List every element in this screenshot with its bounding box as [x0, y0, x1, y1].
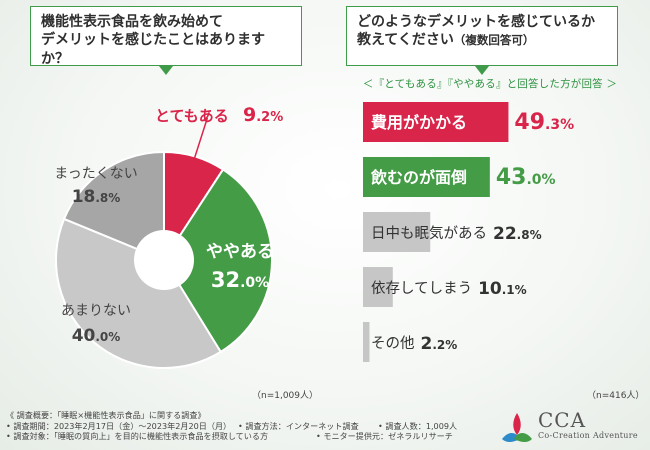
footer-count: • 調査人数：1,009人 [378, 420, 458, 431]
pie-label-2: あまりない [61, 303, 131, 319]
bar-chart: 費用がかかる 49.3% 飲むのが面倒 43.0% 日中も眠気がある 22.8% 依存してし… [363, 102, 574, 362]
bar-1 [363, 157, 490, 197]
pie-question-line2: デメリットを感じたことはありますか？ [41, 32, 265, 67]
footer-title: 《 調査概要：「睡眠×機能性表示食品」に関する調査》 [6, 410, 206, 420]
footer-target: • 調査対象：「睡眠の質向上」を目的に機能性表示食品を摂取している方 [6, 431, 269, 442]
pie-value-2: 40.0% [72, 326, 121, 346]
bar-value-2: 22.8% [493, 224, 542, 244]
cca-logo-name: CCA [538, 408, 587, 432]
pie-label-3: まったくない [54, 166, 137, 182]
footer-period: • 調査期間：2023年2月17日（金）～2023年2月20日（月） [6, 420, 232, 431]
cca-logo-tagline: Co-Creation Adventure [538, 431, 638, 440]
pie-slice-1 [162, 168, 273, 354]
bar-question-line2: 教えてください [357, 32, 454, 49]
cca-logo-mark-icon [502, 413, 532, 442]
bar-question-sub: （複数回答可） [453, 33, 535, 48]
pie-leader-line-0 [190, 117, 209, 169]
bar-value-0: 49.3% [514, 110, 574, 135]
bar-label-0: 費用がかかる [371, 113, 467, 132]
bar-label-1: 飲むのが面倒 [370, 168, 467, 187]
survey-footer: 《 調査概要：「睡眠×機能性表示食品」に関する調査》 • 調査期間：2023年2… [6, 410, 457, 442]
bar-question-pointer [475, 66, 489, 75]
pie-value-0: 9.2% [243, 104, 283, 126]
footer-method: • 調査方法：インターネット調査 [238, 420, 359, 431]
bar-2 [363, 212, 431, 252]
bar-respondent-note: ＜『とてもある』『ややある』と回答した方が回答 ＞ [362, 78, 618, 90]
bar-sample-size: （n=416人） [587, 391, 645, 401]
bar-question-line1: どのようなデメリットを感じているか [357, 14, 595, 30]
pie-sample-size: （n=1,009人） [252, 391, 319, 401]
bar-3 [363, 267, 393, 307]
bar-value-3: 10.1% [478, 279, 527, 299]
bar-question-box: どのようなデメリットを感じているか 教えてください（複数回答可） [346, 6, 618, 66]
bar-label-3: 依存してしまう [371, 280, 472, 297]
bar-value-1: 43.0% [496, 165, 556, 190]
bar-value-4: 2.2% [421, 334, 458, 354]
pie-question-box: 機能性表示食品を飲み始めて デメリットを感じたことはありますか？ [30, 6, 302, 67]
pie-chart: とてもある 9.2% ややある 32.0% あまりない 40.0% まったくない 18.8% [54, 104, 283, 369]
pie-slice-3 [62, 150, 165, 262]
bar-4 [363, 322, 370, 362]
pie-label-0: とてもある [155, 107, 229, 125]
bar-label-2: 日中も眠気がある [371, 225, 487, 242]
pie-value-1: 32.0% [211, 268, 269, 292]
footer-provider: • モニター提供元：ゼネラルリサーチ [316, 431, 453, 442]
pie-label-1: ややある [206, 242, 274, 262]
pie-question-pointer [159, 66, 173, 75]
pie-center-hole [134, 230, 194, 290]
bar-0 [363, 102, 509, 142]
cca-logo: CCA Co-Creation Adventure [498, 408, 648, 448]
pie-question-line1: 機能性表示食品を飲み始めて [41, 14, 223, 30]
pie-value-3: 18.8% [72, 187, 121, 207]
pie-slice-2 [55, 217, 223, 369]
bar-label-4: その他 [371, 335, 415, 352]
